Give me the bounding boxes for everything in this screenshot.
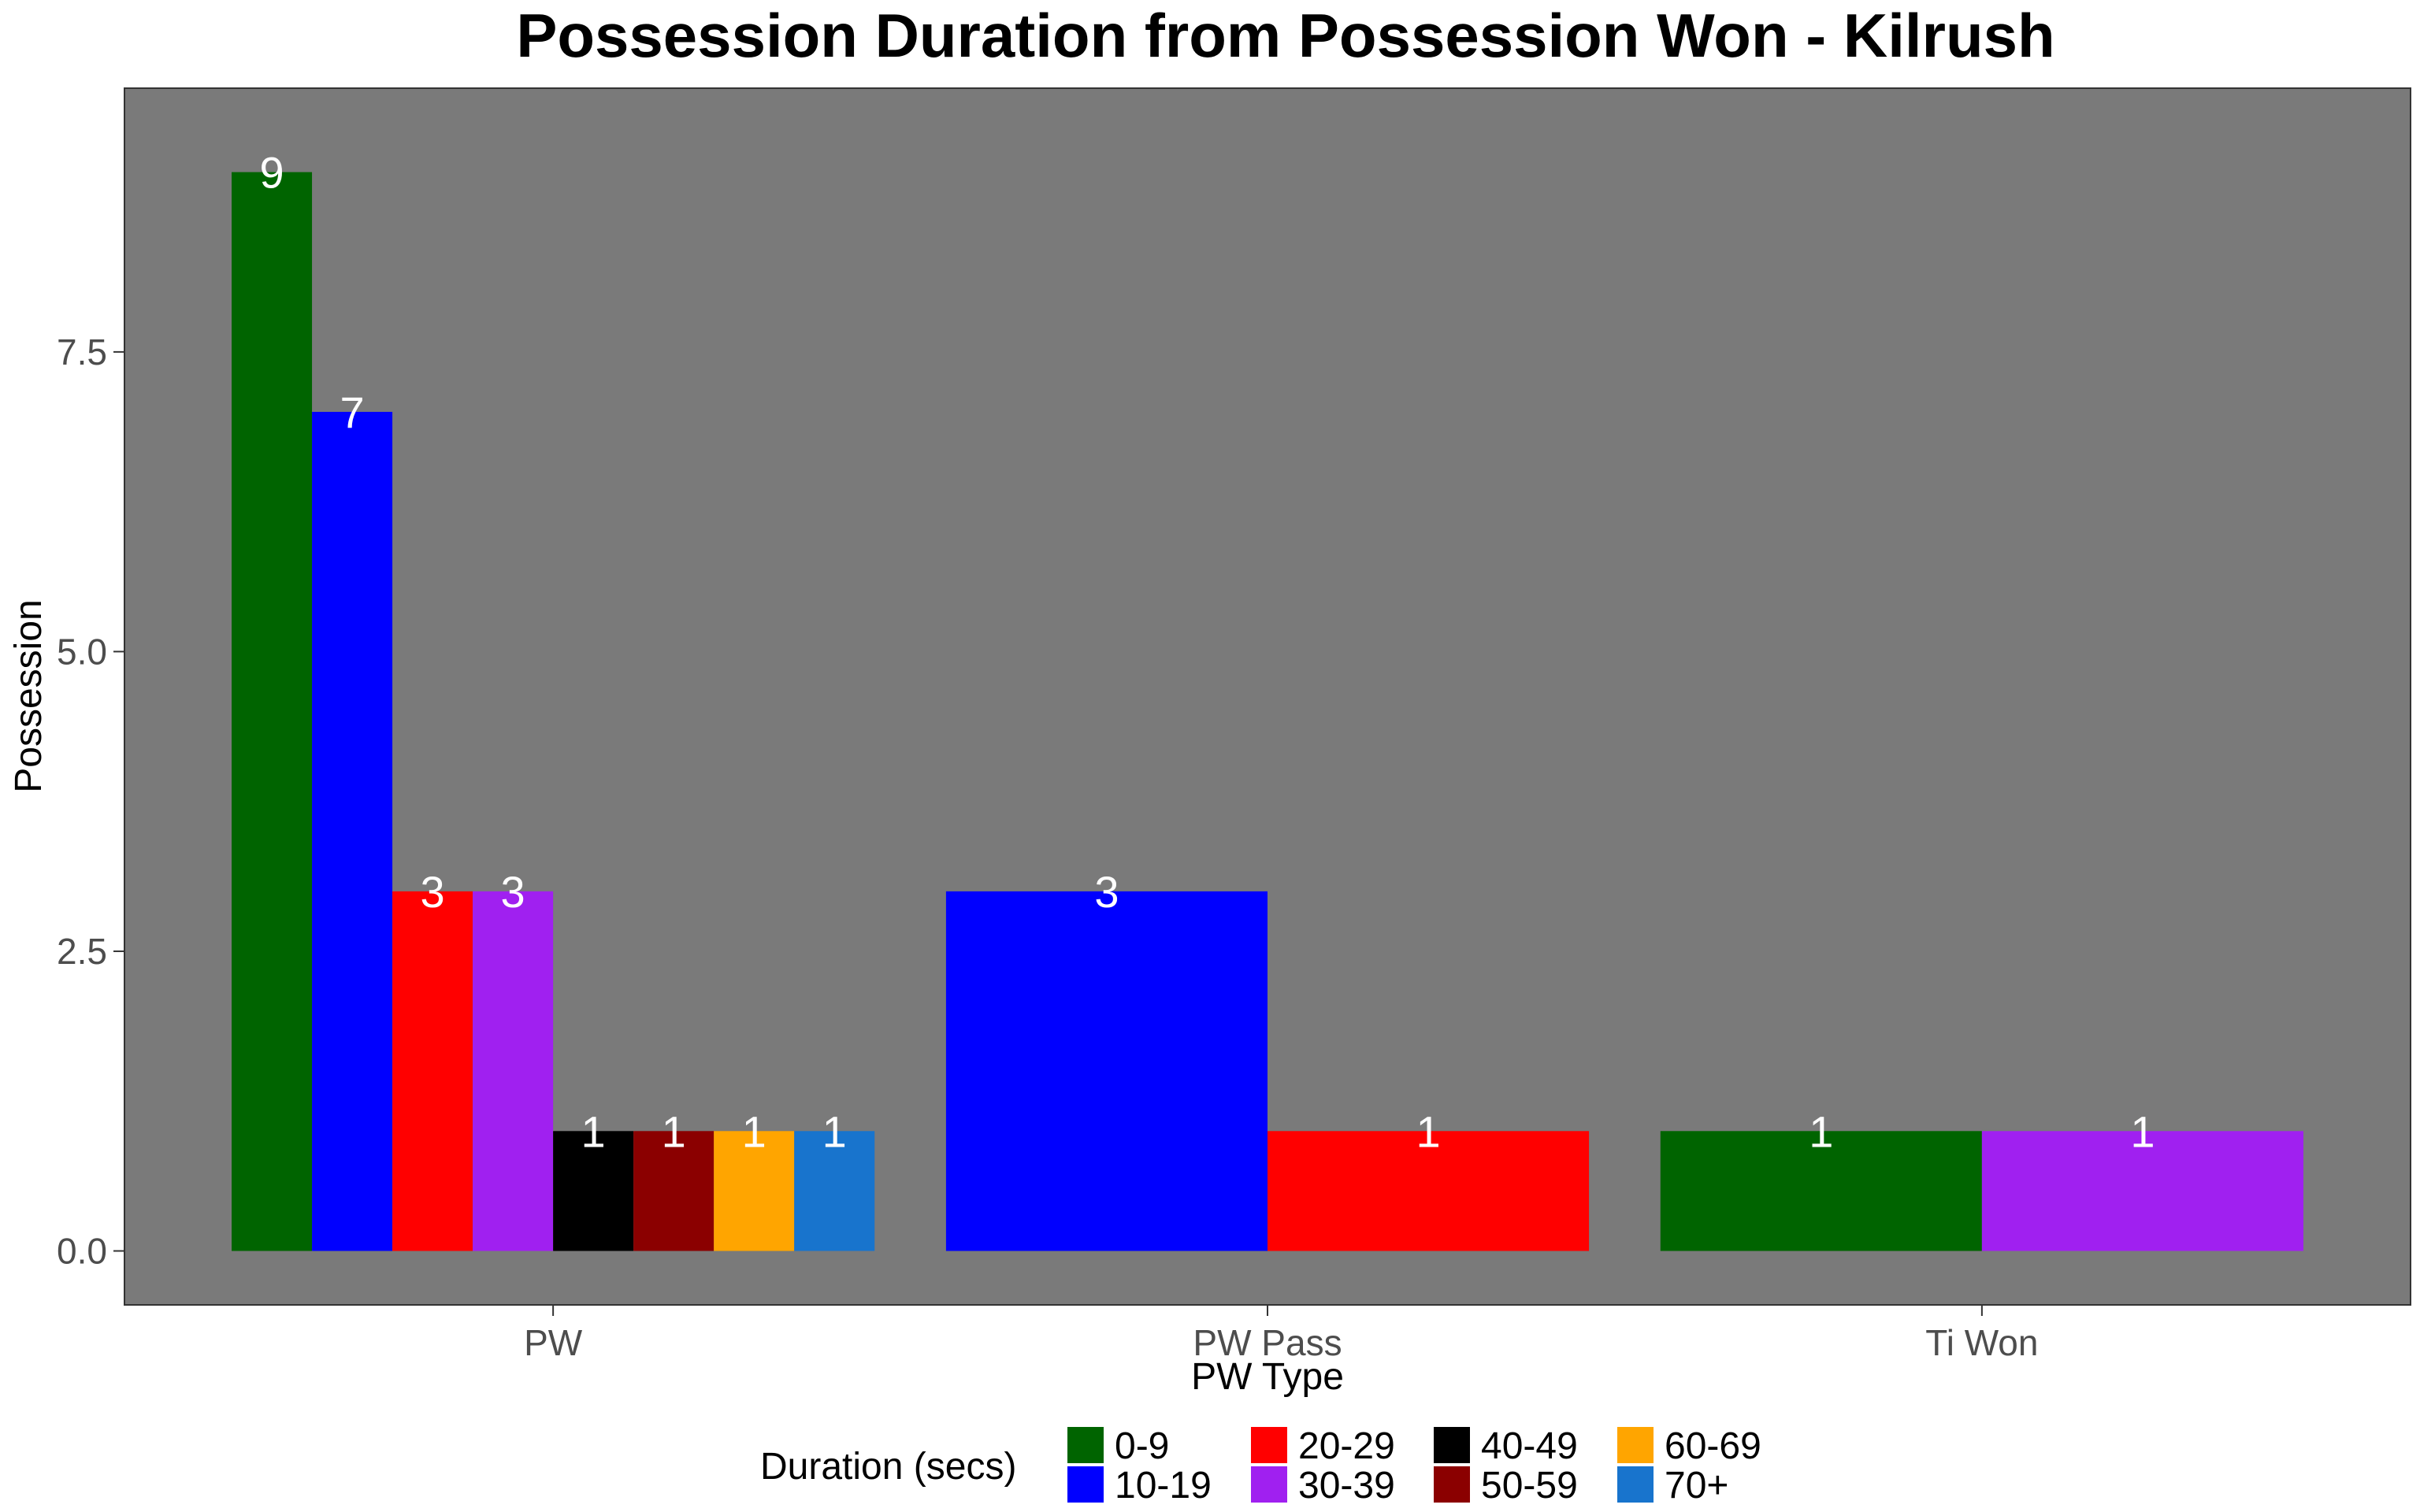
bar xyxy=(392,891,473,1251)
legend-key xyxy=(1251,1466,1287,1503)
bar-value-label: 1 xyxy=(581,1106,606,1156)
x-tick-label: Ti Won xyxy=(1925,1322,2038,1363)
bars xyxy=(232,172,2303,1251)
y-axis: 0.0 2.5 5.0 7.5 xyxy=(57,332,124,1272)
bar xyxy=(1981,1131,2303,1251)
legend-key xyxy=(1251,1427,1287,1463)
bar xyxy=(232,172,313,1251)
x-axis: PW PW Pass Ti Won xyxy=(524,1305,2038,1363)
legend-label: 20-29 xyxy=(1298,1425,1395,1467)
legend-label: 0-9 xyxy=(1115,1425,1169,1467)
legend-title: Duration (secs) xyxy=(760,1446,1016,1488)
legend-key xyxy=(1067,1466,1104,1503)
y-tick-label: 0.0 xyxy=(57,1231,107,1272)
bar xyxy=(714,1131,795,1251)
bar-value-label: 1 xyxy=(822,1106,847,1156)
legend-key xyxy=(1434,1466,1470,1503)
legend-label: 30-39 xyxy=(1298,1465,1395,1506)
y-axis-title: Possession xyxy=(8,599,50,792)
bar xyxy=(1660,1131,1982,1251)
bar xyxy=(473,891,554,1251)
bar-value-label: 7 xyxy=(340,387,364,437)
bar-labels: 9 7 3 3 1 1 1 1 3 1 1 1 xyxy=(259,148,2155,1157)
bar-value-label: 3 xyxy=(501,867,525,917)
bar xyxy=(945,891,1268,1251)
legend-label: 40-49 xyxy=(1481,1425,1578,1467)
y-tick-label: 2.5 xyxy=(57,931,107,972)
bar-value-label: 3 xyxy=(1094,867,1119,917)
chart-title: Possession Duration from Possession Won … xyxy=(516,1,2054,70)
x-tick-label: PW Pass xyxy=(1193,1322,1342,1363)
bar-value-label: 1 xyxy=(662,1106,686,1156)
bar-value-label: 1 xyxy=(1809,1106,1833,1156)
bar xyxy=(794,1131,875,1251)
y-tick-label: 7.5 xyxy=(57,332,107,372)
bar xyxy=(553,1131,634,1251)
x-axis-title: PW Type xyxy=(1191,1356,1344,1398)
x-tick-label: PW xyxy=(524,1322,583,1363)
bar xyxy=(312,411,393,1251)
legend-label: 50-59 xyxy=(1481,1465,1578,1506)
bar-value-label: 3 xyxy=(421,867,445,917)
legend-label: 70+ xyxy=(1665,1465,1728,1506)
bar xyxy=(633,1131,714,1251)
legend-key xyxy=(1067,1427,1104,1463)
bar-value-label: 1 xyxy=(2130,1106,2155,1156)
bar-value-label: 1 xyxy=(742,1106,766,1156)
bar xyxy=(1268,1131,1590,1251)
bar-value-label: 9 xyxy=(259,148,284,198)
legend-key xyxy=(1434,1427,1470,1463)
legend-label: 10-19 xyxy=(1115,1465,1212,1506)
legend-key xyxy=(1617,1427,1654,1463)
bar-value-label: 1 xyxy=(1416,1106,1440,1156)
y-tick-label: 5.0 xyxy=(57,631,107,672)
legend-label: 60-69 xyxy=(1665,1425,1761,1467)
legend-key xyxy=(1617,1466,1654,1503)
